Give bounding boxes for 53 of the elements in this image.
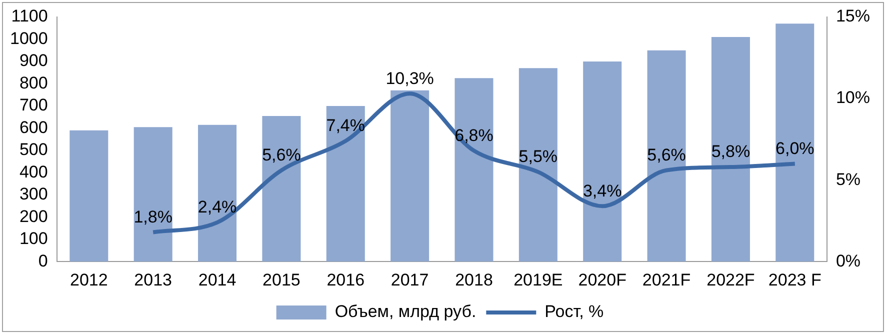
x-tick-label: 2018 <box>455 270 493 290</box>
x-tick-label: 2021F <box>642 270 691 290</box>
bar <box>70 130 108 262</box>
y-tick-label: 500 <box>19 140 48 160</box>
data-label: 10,3% <box>386 68 434 88</box>
x-tick-label: 2019E <box>514 270 563 290</box>
data-label: 7,4% <box>326 116 365 136</box>
data-label: 1,8% <box>134 207 172 226</box>
y-tick-label: 0 <box>38 251 48 270</box>
data-label: 6,0% <box>776 138 814 158</box>
x-tick-label: 2017 <box>390 270 429 290</box>
x-tick-label: 2015 <box>262 270 300 290</box>
y-tick-label: 400 <box>19 162 48 182</box>
y2-tick-label: 5% <box>836 170 861 189</box>
y2-tick-label: 0% <box>836 251 861 270</box>
bar <box>776 24 814 262</box>
bar <box>518 68 558 262</box>
data-label: 5,6% <box>262 145 301 164</box>
bar <box>711 37 750 262</box>
bar <box>198 124 237 262</box>
data-label: 5,5% <box>518 147 558 166</box>
x-tick-label: 2013 <box>134 270 172 290</box>
y2-tick-label: 10% <box>836 88 870 108</box>
y-tick-label: 1100 <box>11 6 48 26</box>
x-tick-label: 2014 <box>198 270 236 290</box>
x-tick-label: 2020F <box>578 270 626 290</box>
x-tick-label: 2012 <box>70 270 108 290</box>
data-label: 2,4% <box>198 198 237 217</box>
bar <box>134 127 172 262</box>
y-tick-label: 900 <box>19 51 48 70</box>
x-tick-label: 2016 <box>326 270 365 290</box>
data-label: 3,4% <box>582 181 622 200</box>
bar <box>390 90 430 262</box>
y-tick-label: 1000 <box>10 28 48 48</box>
bar <box>262 116 301 262</box>
data-label: 5,6% <box>647 145 686 164</box>
y-tick-label: 700 <box>19 96 48 115</box>
y-tick-label: 300 <box>19 184 48 204</box>
bar <box>326 106 365 262</box>
legend-label: Рост, % <box>544 302 604 322</box>
y-tick-label: 800 <box>19 73 48 92</box>
bar <box>647 50 686 262</box>
y-tick-label: 100 <box>19 229 48 248</box>
x-tick-label: 2023 F <box>768 270 822 290</box>
y-tick-label: 200 <box>19 206 48 226</box>
bar <box>583 61 622 262</box>
legend-label: Объем, млрд руб. <box>334 302 476 322</box>
x-tick-label: 2022F <box>706 270 755 290</box>
bar <box>454 78 494 262</box>
y-tick-label: 600 <box>19 118 48 137</box>
y2-tick-label: 15% <box>836 6 870 26</box>
data-label: 5,8% <box>711 142 750 162</box>
data-label: 6,8% <box>454 126 494 145</box>
